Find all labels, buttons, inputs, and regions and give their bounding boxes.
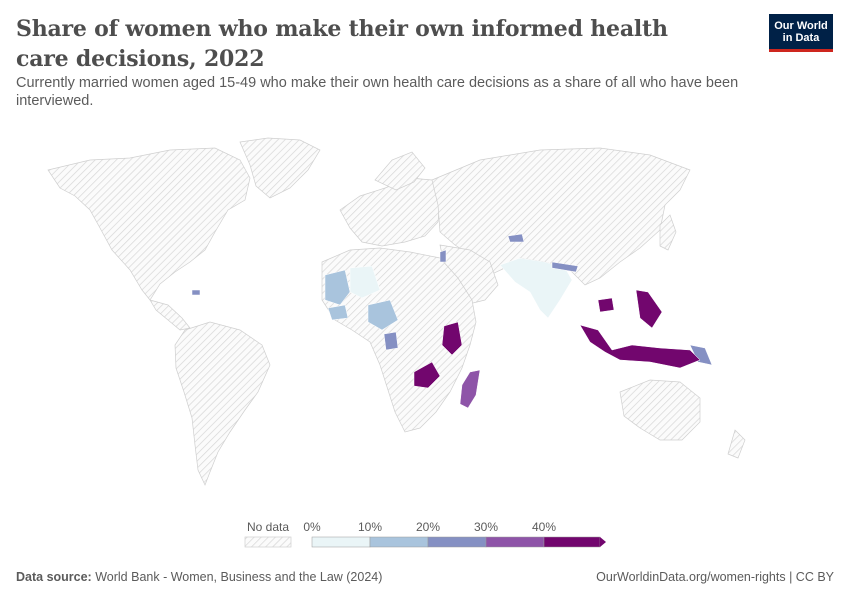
owid-logo[interactable]: Our World in Data [769,14,833,52]
world-map[interactable] [0,120,850,520]
data-source-label: Data source: [16,570,92,584]
country-kenya[interactable] [441,321,463,356]
country-india[interactable] [499,257,573,319]
region-greenland[interactable] [239,137,321,199]
legend-tick-20: 20% [416,520,440,534]
legend-bin-1[interactable] [311,536,371,548]
legend-tick-0: 0% [303,520,321,534]
region-europe[interactable] [339,177,441,247]
legend-tick-10: 10% [358,520,382,534]
country-nepal[interactable] [551,261,579,273]
map-legend: No data 0% 10% 20% 30% 40% [0,515,850,555]
region-australia[interactable] [619,379,701,441]
country-philippines[interactable] [635,289,663,329]
region-south-america[interactable] [174,321,271,486]
no-data-land [47,137,746,486]
region-scandinavia[interactable] [374,151,426,191]
country-jordan[interactable] [439,249,447,263]
legend-tick-40: 40% [532,520,556,534]
legend-no-data-swatch [244,536,292,548]
country-mali[interactable] [324,269,351,306]
country-senegal[interactable] [327,304,349,321]
data-source: Data source: World Bank - Women, Busines… [16,570,382,584]
region-new-zealand[interactable] [727,429,746,459]
country-haiti[interactable] [191,289,201,296]
legend-bin-5[interactable] [543,536,601,548]
chart-title: Share of women who make their own inform… [16,16,668,72]
legend-bin-3[interactable] [427,536,487,548]
country-gabon[interactable] [383,331,399,351]
country-cambodia[interactable] [597,297,615,313]
region-japan[interactable] [659,214,677,251]
country-indonesia[interactable] [579,324,701,369]
data-source-text[interactable]: World Bank - Women, Business and the Law… [95,570,383,584]
legend-no-data-label: No data [247,520,289,534]
country-madagascar[interactable] [459,369,481,409]
legend-arrow [600,537,606,547]
region-central-america[interactable] [149,299,191,331]
legend-tick-30: 30% [474,520,498,534]
legend-bins [311,536,606,548]
country-tajikistan[interactable] [507,233,525,243]
country-niger[interactable] [367,299,399,331]
region-north-america[interactable] [47,147,251,301]
logo-line-1: Our World [774,20,828,32]
chart-subtitle: Currently married women aged 15-49 who m… [16,75,739,109]
legend-bin-2[interactable] [369,536,429,548]
country-mauritania[interactable] [349,265,381,299]
legend-ticks: 0% 10% 20% 30% 40% [303,520,556,534]
logo-line-2: in Data [782,32,820,44]
country-zambia[interactable] [413,361,441,389]
footer-link[interactable]: OurWorldinData.org/women-rights | CC BY [596,570,834,584]
data-countries [191,233,713,409]
legend-bin-4[interactable] [485,536,545,548]
